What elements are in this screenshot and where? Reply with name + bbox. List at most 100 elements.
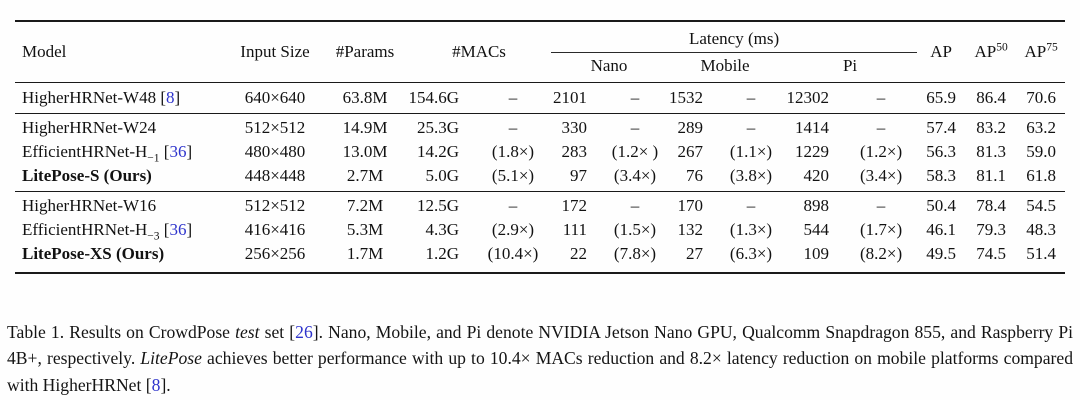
cell-nano-ratio: (7.8×): [613, 244, 657, 263]
cell-pi-ratio: –: [876, 196, 886, 215]
cell-macs: 154.6G: [408, 88, 459, 107]
cell-input-size: 416×416: [244, 220, 306, 239]
cell-mobile-ratio: (3.8×): [729, 166, 773, 185]
cite-close: ]: [186, 220, 193, 239]
cell-ap: 50.4: [926, 196, 956, 215]
cell-ap: 49.5: [926, 244, 956, 263]
col-header-ap: AP: [930, 42, 952, 61]
cell-macs-ratio: –: [508, 88, 518, 107]
cell-nano: 172: [561, 196, 588, 215]
caption-text: achieves better performance with up to 1…: [7, 348, 1073, 395]
results-table: Model Input Size #Params #MACs Latency (…: [15, 20, 1066, 274]
cell-params: 13.0M: [342, 142, 388, 161]
table-row: HigherHRNet-W48 [8] 640×640 63.8M 154.6G…: [15, 83, 1065, 114]
table-row: LitePose-S (Ours) 448×448 2.7M 5.0G (5.1…: [15, 164, 1065, 192]
cell-nano-ratio: (3.4×): [613, 166, 657, 185]
cell-input-size: 640×640: [244, 88, 306, 107]
cell-mobile-ratio: –: [746, 196, 756, 215]
cite-open: [: [156, 88, 166, 107]
cell-params: 1.7M: [346, 244, 384, 263]
cell-input-size: 256×256: [244, 244, 306, 263]
cell-macs: 25.3G: [416, 118, 459, 137]
col-header-input-size: Input Size: [240, 42, 310, 61]
cite-open: [: [159, 220, 170, 239]
cell-params: 14.9M: [342, 118, 388, 137]
caption-text: set [: [259, 321, 296, 342]
cite-open: [: [159, 142, 170, 161]
cell-input-size: 512×512: [244, 196, 306, 215]
cite-close: ]: [186, 142, 193, 161]
cell-nano-ratio: –: [630, 196, 640, 215]
table-row: HigherHRNet-W16 512×512 7.2M 12.5G – 172…: [15, 192, 1065, 219]
cell-nano: 22: [570, 244, 588, 263]
cell-ap50: 83.2: [976, 118, 1006, 137]
citation-link[interactable]: 36: [169, 220, 187, 239]
cell-pi: 1414: [795, 118, 830, 137]
table-row: EfficientHRNet-H−3 [36] 416×416 5.3M 4.3…: [15, 218, 1065, 242]
cell-nano-ratio: –: [630, 118, 640, 137]
cell-macs-ratio: –: [508, 196, 518, 215]
cell-pi: 898: [803, 196, 830, 215]
col-header-ap50: AP50: [965, 21, 1017, 83]
cell-params: 7.2M: [346, 196, 384, 215]
model-name: EfficientHRNet-H: [22, 142, 148, 161]
cell-ap: 65.9: [926, 88, 956, 107]
cell-ap50: 78.4: [976, 196, 1006, 215]
col-header-nano: Nano: [590, 56, 628, 75]
cell-macs: 5.0G: [425, 166, 459, 185]
cell-model: HigherHRNet-W16: [15, 192, 227, 219]
cell-macs-ratio: (2.9×): [491, 220, 535, 239]
cell-input-size: 480×480: [244, 142, 306, 161]
cell-ap: 46.1: [926, 220, 956, 239]
table-group-small: HigherHRNet-W16 512×512 7.2M 12.5G – 172…: [15, 192, 1065, 274]
cell-ap75: 63.2: [1026, 118, 1056, 137]
cell-macs: 1.2G: [425, 244, 459, 263]
citation-link[interactable]: 26: [295, 321, 313, 342]
header-row-latency-sub: Nano Mobile Pi: [15, 53, 1065, 83]
cell-nano-ratio: (1.5×): [613, 220, 657, 239]
ap75-base: AP: [1024, 42, 1047, 61]
cell-ap75: 61.8: [1026, 166, 1056, 185]
col-header-model: Model: [22, 42, 67, 61]
cell-input-size: 448×448: [244, 166, 306, 185]
model-subscript: −1: [147, 152, 160, 165]
cell-ap75: 59.0: [1026, 142, 1056, 161]
citation-link[interactable]: 36: [169, 142, 187, 161]
col-header-mobile: Mobile: [700, 56, 750, 75]
cell-mobile-ratio: (1.1×): [729, 142, 773, 161]
cell-mobile-ratio: –: [746, 88, 756, 107]
cell-macs: 14.2G: [416, 142, 459, 161]
col-header-latency: Latency (ms): [551, 21, 918, 53]
col-header-ap75: AP75: [1017, 21, 1065, 83]
model-name: HigherHRNet-W24: [22, 118, 157, 137]
cell-nano: 97: [570, 166, 588, 185]
table-caption: Table 1. Results on CrowdPose test set […: [7, 319, 1073, 399]
model-subscript: −3: [147, 230, 160, 243]
cell-model: HigherHRNet-W48 [8]: [15, 83, 227, 114]
cell-mobile-ratio: (1.3×): [729, 220, 773, 239]
table-group-large: HigherHRNet-W24 512×512 14.9M 25.3G – 33…: [15, 114, 1066, 192]
cell-pi-ratio: (3.4×): [859, 166, 903, 185]
col-header-params: #Params: [335, 42, 395, 61]
cell-pi-ratio: (8.2×): [859, 244, 903, 263]
citation-link[interactable]: 8: [166, 88, 175, 107]
cell-nano: 2101: [553, 88, 588, 107]
caption-text: ].: [160, 374, 171, 395]
model-name: EfficientHRNet-H: [22, 220, 148, 239]
cell-mobile-ratio: –: [746, 118, 756, 137]
caption-text: ]. Nano, Mobile, and Pi denote NVIDIA Je…: [7, 321, 1074, 369]
cell-pi-ratio: –: [876, 88, 886, 107]
caption-text: Table 1. Results on CrowdPose: [7, 321, 236, 342]
cell-pi: 544: [803, 220, 830, 239]
cell-mobile: 132: [677, 220, 704, 239]
cell-model: LitePose-XS (Ours): [15, 242, 227, 273]
cell-params: 5.3M: [346, 220, 384, 239]
cell-model: LitePose-S (Ours): [15, 164, 227, 192]
cell-pi: 1229: [795, 142, 830, 161]
model-name: LitePose-S (Ours): [22, 166, 152, 185]
cell-pi: 109: [803, 244, 830, 263]
cell-ap50: 86.4: [976, 88, 1006, 107]
cell-nano: 283: [561, 142, 588, 161]
citation-link[interactable]: 8: [151, 374, 161, 395]
cell-pi-ratio: (1.7×): [859, 220, 903, 239]
